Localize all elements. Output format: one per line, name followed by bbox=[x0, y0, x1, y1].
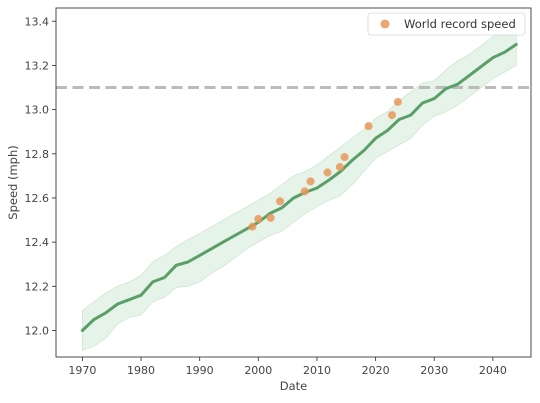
data-point bbox=[300, 187, 309, 196]
data-point bbox=[393, 97, 402, 106]
x-tick-label: 1980 bbox=[127, 364, 155, 377]
data-point bbox=[254, 214, 263, 223]
x-tick-label: 2030 bbox=[420, 364, 448, 377]
x-tick-label: 1990 bbox=[186, 364, 214, 377]
legend-label: World record speed bbox=[404, 17, 516, 31]
confidence-band bbox=[82, 22, 517, 351]
plot-frame bbox=[55, 7, 532, 358]
legend: World record speed bbox=[367, 12, 526, 36]
y-tick-label: 13.0 bbox=[25, 104, 50, 117]
y-tick-label: 12.2 bbox=[25, 280, 50, 293]
x-axis-label: Date bbox=[280, 379, 308, 393]
y-tick-label: 13.2 bbox=[25, 59, 50, 72]
legend-box bbox=[367, 12, 526, 36]
data-point bbox=[388, 111, 397, 120]
y-axis-label: Speed (mph) bbox=[6, 145, 20, 219]
x-tick-label: 2000 bbox=[244, 364, 272, 377]
data-point bbox=[335, 163, 344, 172]
data-point bbox=[266, 213, 275, 222]
confidence-band-layer bbox=[82, 22, 517, 351]
x-tick-label: 2040 bbox=[479, 364, 507, 377]
x-axis: 1970 1980 1990 2000 2010 2020 2030 2040 bbox=[68, 357, 507, 377]
data-point bbox=[306, 177, 315, 186]
data-point bbox=[323, 168, 332, 177]
trend-line bbox=[80, 42, 518, 332]
x-tick-label: 1970 bbox=[68, 364, 96, 377]
data-point bbox=[340, 153, 349, 162]
x-tick-label: 2010 bbox=[303, 364, 331, 377]
data-point bbox=[248, 222, 257, 231]
y-tick-label: 12.0 bbox=[25, 324, 50, 337]
y-tick-label: 12.4 bbox=[25, 236, 50, 249]
scatter-points-layer bbox=[248, 97, 402, 231]
y-tick-label: 13.4 bbox=[25, 15, 50, 28]
y-axis: 12.0 12.2 12.4 12.6 12.8 13.0 13.2 13.4 bbox=[25, 15, 56, 337]
y-tick-label: 12.8 bbox=[25, 148, 50, 161]
x-tick-label: 2020 bbox=[362, 364, 390, 377]
data-point bbox=[276, 197, 285, 206]
legend-marker bbox=[380, 19, 390, 29]
data-point bbox=[364, 122, 373, 131]
trend-line-layer bbox=[80, 42, 518, 332]
y-tick-label: 12.6 bbox=[25, 192, 50, 205]
